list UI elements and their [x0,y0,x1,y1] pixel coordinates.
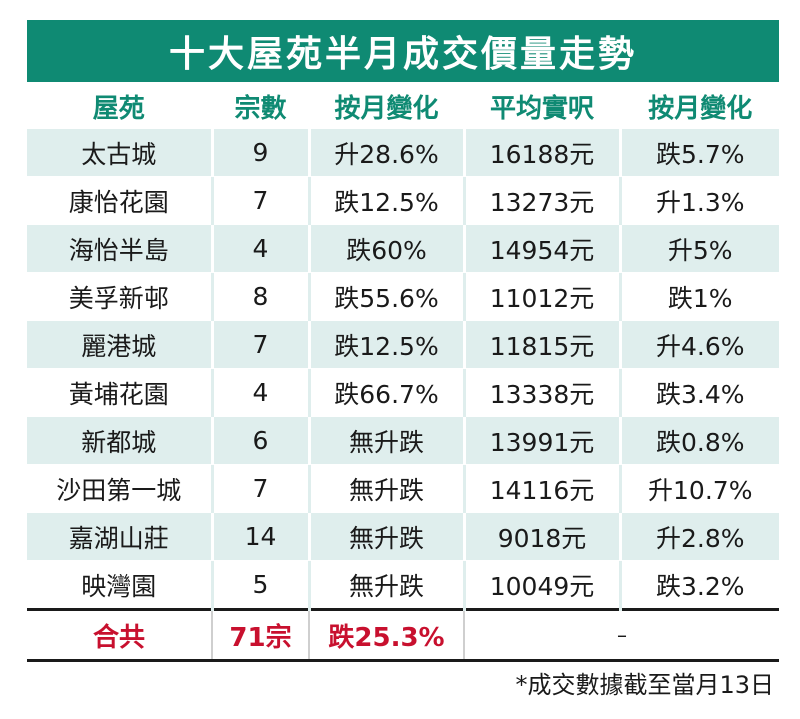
table-row: 新都城 6 無升跌 13991元 跌0.8% [27,416,779,465]
cell-price-change: 升10.7% [618,464,779,513]
column-header-price-change: 按月變化 [618,84,779,129]
cell-price-change: 跌3.2% [618,560,779,610]
cell-price-change: 跌5.7% [618,128,779,177]
cell-avg-price: 9018元 [462,512,620,561]
cell-count: 7 [210,176,309,225]
cell-estate: 嘉湖山莊 [27,512,212,561]
cell-count-change: 升28.6% [307,128,464,177]
table-body: 太古城 9 升28.6% 16188元 跌5.7% 康怡花園 7 跌12.5% 13273元 升1… [27,128,779,610]
cell-avg-price: 14954元 [462,224,620,273]
total-count-change: 跌25.3% [308,608,464,662]
cell-price-change: 跌1% [618,272,779,321]
cell-count: 14 [210,512,309,561]
cell-count-change: 無升跌 [307,560,464,610]
cell-price-change: 升2.8% [618,512,779,561]
total-price-placeholder: – [463,608,779,662]
cell-count: 9 [210,128,309,177]
cell-avg-price: 10049元 [462,560,620,610]
table-row: 麗港城 7 跌12.5% 11815元 升4.6% [27,320,779,369]
cell-estate: 黃埔花園 [27,368,212,417]
header-row: 屋苑 宗數 按月變化 平均實呎 按月變化 [27,84,779,129]
cell-estate: 新都城 [27,416,212,465]
cell-count: 8 [210,272,309,321]
cell-count-change: 無升跌 [307,416,464,465]
table-row: 美孚新邨 8 跌55.6% 11012元 跌1% [27,272,779,321]
cell-count-change: 無升跌 [307,512,464,561]
table-row: 海怡半島 4 跌60% 14954元 升5% [27,224,779,273]
cell-avg-price: 13338元 [462,368,620,417]
column-header-count: 宗數 [210,84,309,129]
total-row: 合共 71宗 跌25.3% – [27,608,779,662]
cell-avg-price: 11012元 [462,272,620,321]
cell-count-change: 無升跌 [307,464,464,513]
cell-price-change: 跌0.8% [618,416,779,465]
table-row: 康怡花園 7 跌12.5% 13273元 升1.3% [27,176,779,225]
cell-avg-price: 14116元 [462,464,620,513]
footnote: *成交數據截至當月13日 [515,671,774,699]
cell-estate: 太古城 [27,128,212,177]
cell-avg-price: 11815元 [462,320,620,369]
cell-estate: 麗港城 [27,320,212,369]
cell-avg-price: 13991元 [462,416,620,465]
table-title: 十大屋苑半月成交價量走勢 [27,20,779,82]
cell-price-change: 升5% [618,224,779,273]
cell-estate: 康怡花園 [27,176,212,225]
cell-estate: 美孚新邨 [27,272,212,321]
cell-estate: 沙田第一城 [27,464,212,513]
cell-count: 5 [210,560,309,610]
total-label: 合共 [27,608,212,662]
table-row: 太古城 9 升28.6% 16188元 跌5.7% [27,128,779,177]
cell-price-change: 跌3.4% [618,368,779,417]
cell-avg-price: 13273元 [462,176,620,225]
total-count: 71宗 [211,608,309,662]
column-header-avg-price: 平均實呎 [462,84,620,129]
cell-count-change: 跌55.6% [307,272,464,321]
cell-price-change: 升1.3% [618,176,779,225]
cell-count: 7 [210,464,309,513]
cell-count-change: 跌12.5% [307,176,464,225]
cell-count: 4 [210,224,309,273]
cell-estate: 海怡半島 [27,224,212,273]
table-row: 沙田第一城 7 無升跌 14116元 升10.7% [27,464,779,513]
cell-count-change: 跌12.5% [307,320,464,369]
cell-price-change: 升4.6% [618,320,779,369]
estate-transaction-table: 屋苑 宗數 按月變化 平均實呎 按月變化 太古城 9 升28.6% 16188元 跌5.… [27,84,779,662]
cell-count-change: 跌66.7% [307,368,464,417]
table-row: 映灣園 5 無升跌 10049元 跌3.2% [27,560,779,610]
cell-count: 4 [210,368,309,417]
table-row: 嘉湖山莊 14 無升跌 9018元 升2.8% [27,512,779,561]
cell-count-change: 跌60% [307,224,464,273]
cell-avg-price: 16188元 [462,128,620,177]
table-row: 黃埔花園 4 跌66.7% 13338元 跌3.4% [27,368,779,417]
column-header-estate: 屋苑 [92,93,145,124]
cell-estate: 映灣園 [27,560,212,610]
cell-count: 6 [210,416,309,465]
column-header-count-change: 按月變化 [307,84,464,129]
price-volume-table-panel: 十大屋苑半月成交價量走勢 屋苑 宗數 按月變化 平均實呎 按月變化 太古城 9 升2… [27,20,779,662]
cell-count: 7 [210,320,309,369]
